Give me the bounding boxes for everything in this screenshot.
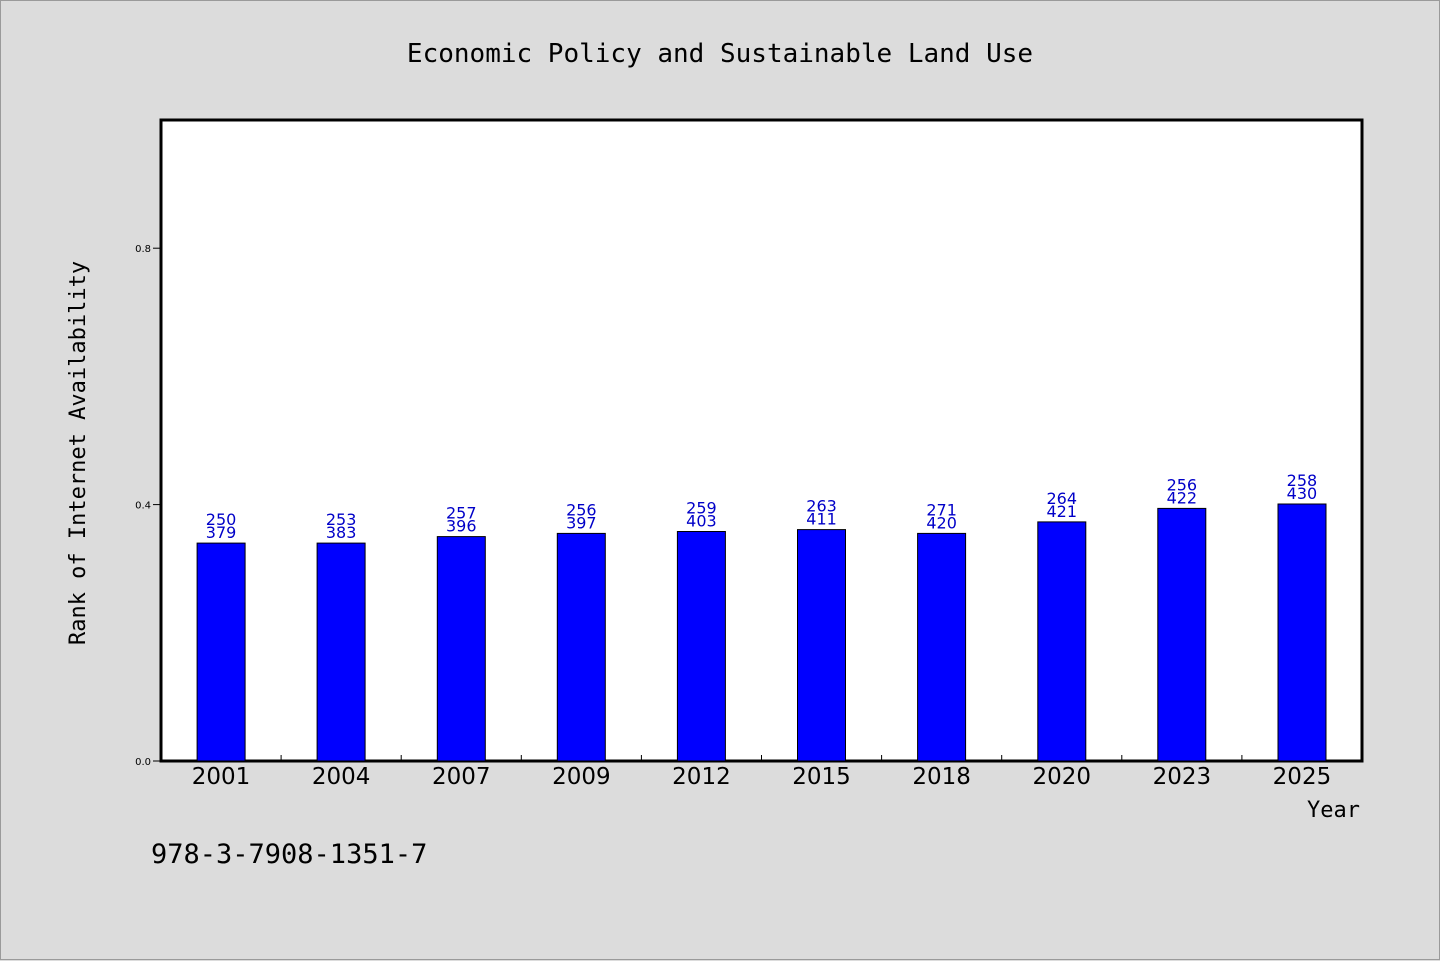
data-label-top-2015: 263	[806, 497, 837, 516]
bars-group	[196, 503, 1327, 762]
x-tick-label-2004: 2004	[312, 764, 371, 790]
data-label-bottom-2023: 422	[1167, 488, 1198, 507]
y-tick-label-0.8: 0.8	[135, 244, 151, 255]
y-tick-label-0.4: 0.4	[135, 501, 151, 512]
data-label-top-2001: 250	[206, 510, 237, 529]
bar-2009	[556, 532, 606, 762]
bar-2007	[436, 536, 486, 762]
bar-2015	[797, 529, 846, 762]
data-label-top-2020: 264	[1046, 489, 1077, 508]
bar-2001	[196, 542, 246, 762]
data-label-top-2012: 259	[686, 499, 717, 518]
x-tick-label-2018: 2018	[912, 764, 971, 790]
y-axis-label: Rank of Internet Availability	[66, 261, 91, 645]
bar-2025	[1277, 503, 1327, 762]
x-tick-label-2015: 2015	[792, 764, 851, 790]
x-tick-label-2020: 2020	[1032, 764, 1091, 790]
data-label-top-2025: 258	[1287, 471, 1318, 490]
data-label-bottom-2025: 430	[1287, 484, 1318, 503]
y-tick-label-0.0: 0.0	[135, 757, 151, 768]
x-tick-label-2023: 2023	[1153, 764, 1212, 790]
x-tick-label-2025: 2025	[1273, 764, 1332, 790]
x-tick-label-2001: 2001	[192, 764, 251, 790]
y-axis-ticks: 0.0 0.4 0.8	[135, 244, 161, 768]
data-label-bottom-2009: 397	[566, 513, 597, 532]
bar-2004	[316, 542, 366, 762]
data-label-top-2023: 256	[1167, 475, 1198, 494]
bar-2018	[917, 532, 967, 762]
bar-2012	[676, 531, 726, 762]
data-label-bottom-2018: 420	[926, 513, 957, 532]
x-tick-label-2012: 2012	[672, 764, 731, 790]
data-label-bottom-2020: 421	[1046, 502, 1077, 521]
isbn-annotation: 978-3-7908-1351-7	[151, 839, 427, 870]
data-label-top-2009: 256	[566, 500, 597, 519]
data-label-bottom-2015: 411	[806, 510, 837, 529]
x-tick-label-2007: 2007	[432, 764, 491, 790]
data-label-bottom-2012: 403	[686, 512, 717, 531]
x-tick-label-2009: 2009	[552, 764, 611, 790]
x-axis-label: Year	[1307, 798, 1360, 823]
data-label-top-2004: 253	[326, 510, 357, 529]
data-label-bottom-2001: 379	[206, 523, 237, 542]
data-label-top-2007: 257	[446, 504, 477, 523]
data-label-bottom-2004: 383	[326, 523, 357, 542]
bar-2023	[1157, 507, 1207, 762]
data-label-top-2018: 271	[926, 500, 957, 519]
bar-2020	[1037, 521, 1087, 762]
data-label-bottom-2007: 396	[446, 517, 477, 536]
chart-title: Economic Policy and Sustainable Land Use	[407, 39, 1033, 69]
x-axis-ticks: 2001 2004 2007 2009 2012 2015 2018 2020 2023 2025	[192, 755, 1331, 790]
